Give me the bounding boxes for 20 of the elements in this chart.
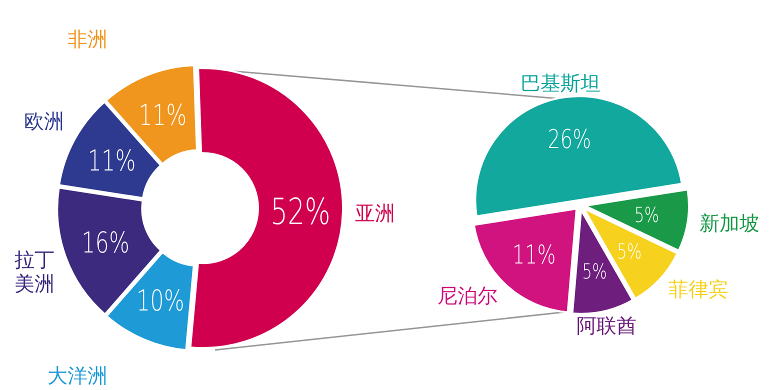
data-label: 5% <box>634 204 660 228</box>
data-label: 26% <box>548 125 592 155</box>
data-label: 52% <box>270 190 330 233</box>
data-label: 10% <box>136 284 184 319</box>
slice-label: 大洋洲 <box>48 363 108 388</box>
data-label: 5% <box>582 260 607 284</box>
slice-label: 阿联酋 <box>576 314 637 338</box>
slice-label: 欧洲 <box>24 108 64 133</box>
slice-label: 亚洲 <box>354 201 395 226</box>
slice-label: 菲律宾 <box>668 277 729 302</box>
data-label: 11% <box>512 241 556 271</box>
slice-label: 非洲 <box>68 26 108 51</box>
slice-label: 新加坡 <box>700 210 760 235</box>
data-label: 16% <box>82 226 130 261</box>
slice-label: 尼泊尔 <box>438 283 498 308</box>
data-label: 5% <box>616 240 642 264</box>
data-label: 11% <box>88 144 136 178</box>
slice-label: 拉丁美洲 <box>14 247 54 296</box>
slice-label: 巴基斯坦 <box>520 70 601 95</box>
data-label: 11% <box>138 99 187 133</box>
